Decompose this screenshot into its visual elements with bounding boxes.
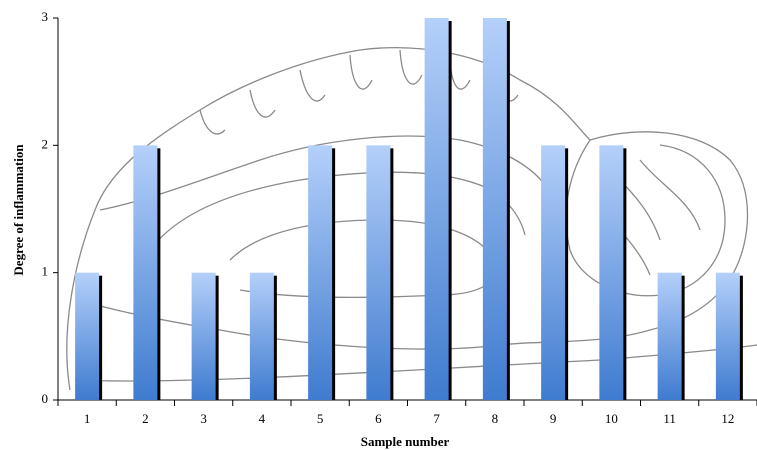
bar (75, 272, 100, 400)
bar-shadow (447, 21, 452, 400)
brain-illustration (66, 47, 757, 391)
x-axis-title: Sample number (361, 434, 450, 449)
bar (308, 145, 333, 400)
x-tick-label: 7 (433, 411, 440, 426)
bar (541, 145, 566, 400)
bar (599, 145, 624, 400)
bar-shadow (156, 148, 161, 400)
x-tick-label: 9 (550, 411, 557, 426)
y-tick-label: 3 (42, 9, 49, 24)
bar-shadow (389, 148, 394, 400)
bar-shadow (272, 275, 277, 400)
y-tick-label: 0 (42, 391, 49, 406)
bar-shadow (505, 21, 510, 400)
bar-shadow (98, 275, 103, 400)
y-tick-label: 2 (42, 136, 49, 151)
bar (715, 272, 740, 400)
y-axis-title: Degree of inflammation (11, 144, 26, 276)
bar (482, 18, 507, 400)
bar (133, 145, 158, 400)
x-tick-label: 2 (142, 411, 149, 426)
bar-shadow (680, 275, 685, 400)
bar (191, 272, 216, 400)
bar (249, 272, 274, 400)
bar (424, 18, 449, 400)
x-tick-label: 10 (605, 411, 618, 426)
bar (657, 272, 682, 400)
bar-shadow (331, 148, 336, 400)
bar-shadow (214, 275, 219, 400)
x-tick-label: 6 (375, 411, 382, 426)
bar-shadow (738, 275, 743, 400)
bar-shadow (564, 148, 569, 400)
x-tick-label: 12 (721, 411, 734, 426)
x-tick-label: 4 (259, 411, 266, 426)
bar-shadow (622, 148, 627, 400)
y-tick-label: 1 (42, 264, 49, 279)
x-tick-label: 3 (200, 411, 207, 426)
x-tick-label: 11 (663, 411, 676, 426)
x-tick-label: 5 (317, 411, 324, 426)
x-tick-label: 1 (84, 411, 91, 426)
x-tick-label: 8 (492, 411, 499, 426)
bar (366, 145, 391, 400)
